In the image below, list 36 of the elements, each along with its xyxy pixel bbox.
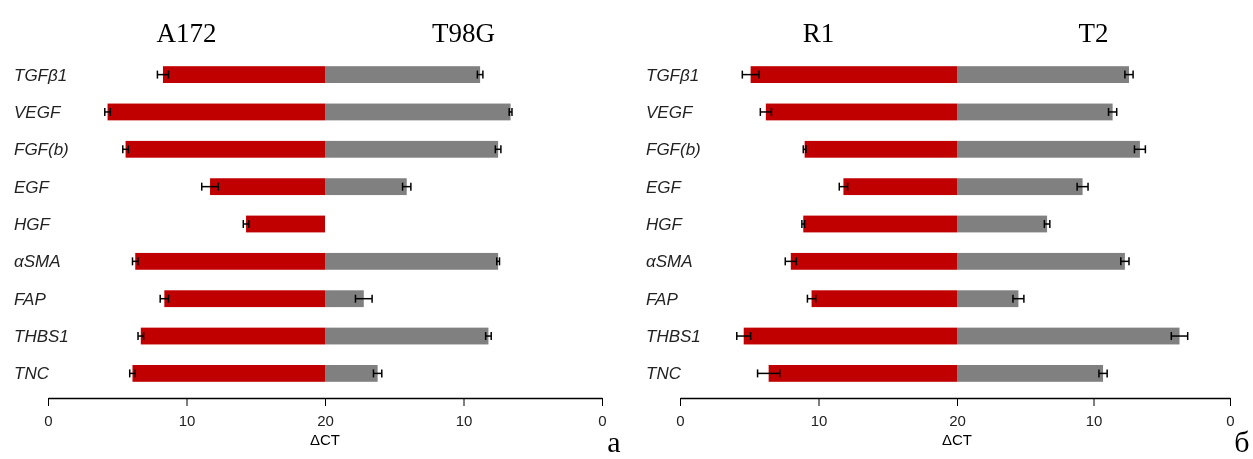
x-tick-label: 10 (1085, 411, 1103, 429)
y-tick-label: VEGF (14, 102, 62, 122)
x-tick-label: 20 (949, 411, 966, 429)
y-tick-label: THBS1 (646, 327, 701, 347)
x-tick-label: 0 (44, 411, 53, 429)
y-tick-label: FAP (646, 289, 679, 309)
y-tick-label: FGF(b) (646, 140, 701, 160)
chart-title: A172 (156, 18, 217, 48)
y-tick-label: TNC (646, 364, 682, 384)
x-tick-label: 10 (178, 411, 196, 429)
x-tick-label: 10 (810, 411, 828, 429)
y-tick-label: αSMA (14, 252, 61, 272)
x-axis-title: ΔCT (941, 431, 973, 448)
y-tick-label: TGFβ1 (14, 65, 68, 85)
x-tick-label: 0 (1226, 411, 1235, 429)
chart-title: T98G (432, 18, 495, 48)
chart-title: T2 (1078, 18, 1109, 48)
y-tick-label: αSMA (646, 252, 693, 272)
y-tick-label: FGF(b) (14, 140, 69, 160)
y-tick-label: THBS1 (14, 327, 69, 347)
y-tick-label: EGF (14, 177, 51, 197)
text: б (1234, 425, 1250, 458)
x-tick-label: 0 (676, 411, 685, 429)
y-tick-label: EGF (646, 177, 683, 197)
y-tick-label: TGFβ1 (646, 65, 700, 85)
chart-title: R1 (802, 18, 835, 48)
x-tick-label: 0 (598, 411, 607, 429)
x-tick-label: 20 (317, 411, 334, 429)
x-tick-label: 10 (455, 411, 473, 429)
y-tick-label: TNC (14, 364, 50, 384)
text: а (607, 425, 621, 458)
y-tick-label: VEGF (646, 102, 694, 122)
y-tick-label: FAP (14, 289, 47, 309)
x-axis-title: ΔCT (309, 431, 341, 448)
y-tick-label: HGF (646, 215, 684, 234)
y-tick-label: HGF (14, 215, 52, 234)
